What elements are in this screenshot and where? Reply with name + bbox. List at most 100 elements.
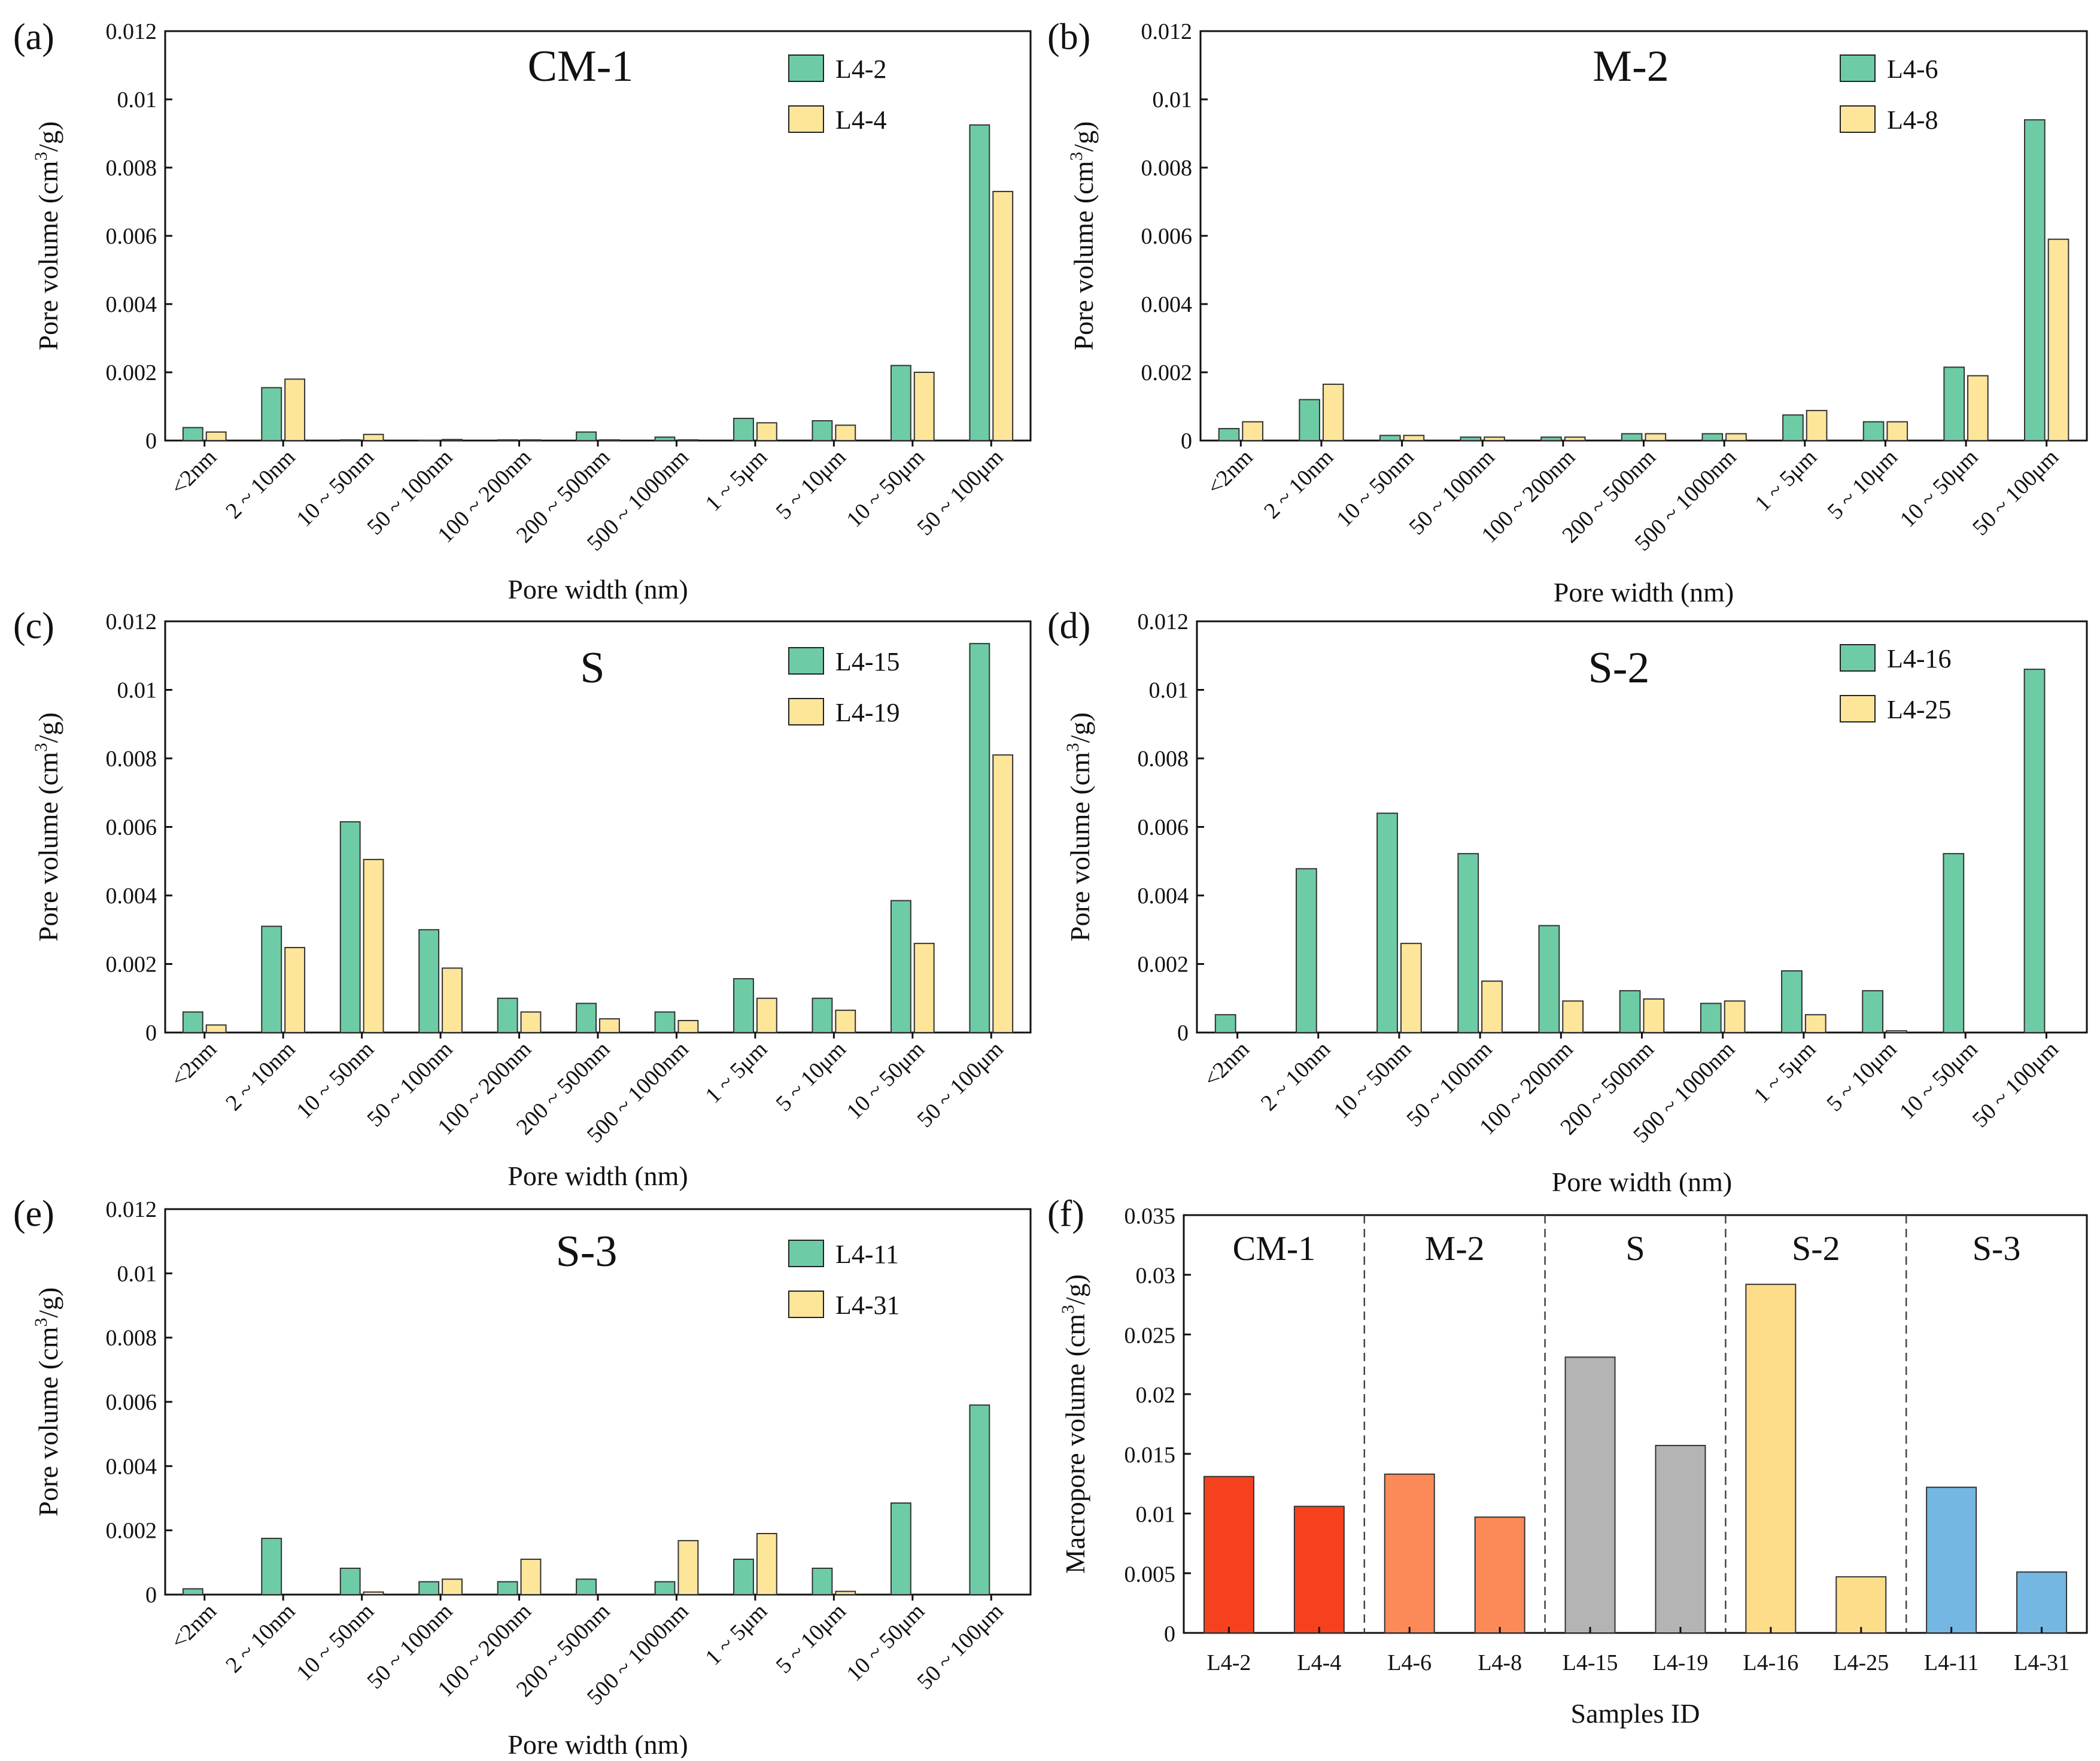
bar-L4-16 xyxy=(1376,812,1398,1033)
bar-L4-15 xyxy=(733,978,754,1034)
bar-L4-4 xyxy=(756,422,777,441)
chart-title: S-3 xyxy=(556,1227,618,1276)
y-tick-label: 0.006 xyxy=(106,224,157,249)
legend-swatch xyxy=(788,1240,824,1267)
y-tick-label: 0 xyxy=(1164,1622,1175,1647)
bar-L4-15 xyxy=(261,925,282,1034)
y-axis-label: Macropore volume (cm3/g) xyxy=(1058,1274,1090,1574)
bar-L4-2 xyxy=(812,420,833,442)
bar-L4-6 xyxy=(1218,428,1240,441)
bar-L4-11 xyxy=(182,1588,203,1596)
bar-L4-25 xyxy=(1724,1000,1746,1033)
bar-L4-6 xyxy=(1540,436,1562,441)
bar-L4-2 xyxy=(261,387,282,442)
group-label: M-2 xyxy=(1425,1229,1485,1268)
bar-L4-6 xyxy=(1943,366,1965,442)
chart-title: CM-1 xyxy=(528,42,634,91)
chart-panel-a: 0 0.002 0.004 0.006 0.008 0.01 0.012 <2nm 2 ~ 10… xyxy=(13,17,1032,605)
bar-L4-6 xyxy=(1621,433,1643,441)
bar-L4-8 xyxy=(1403,435,1425,442)
chart-panel-d: 0 0.002 0.004 0.006 0.008 0.01 0.012 <2nm 2 ~ 10… xyxy=(1047,606,2088,1197)
bar-L4-6 xyxy=(2024,119,2046,441)
bar-L4-2 xyxy=(733,417,754,442)
x-tick-label: 2 ~ 10nm xyxy=(221,1037,300,1116)
y-axis-label: Pore volume (cm3/g) xyxy=(31,712,63,942)
x-tick-label: 10 ~ 50nm xyxy=(1329,1037,1417,1124)
bar-L4-2 xyxy=(182,427,203,442)
bar-L4-6 xyxy=(1460,436,1482,441)
legend-label: L4-16 xyxy=(1887,644,1952,673)
bar-L4-4 xyxy=(599,439,620,441)
x-tick-label: L4-15 xyxy=(1563,1650,1618,1675)
x-tick-label: 1 ~ 5μm xyxy=(700,445,772,517)
bar-L4-15 xyxy=(576,1003,597,1034)
x-tick-label: <2nm xyxy=(1202,445,1258,500)
bar-L4-31 xyxy=(756,1533,777,1596)
y-tick-label: 0.002 xyxy=(1141,360,1193,385)
bar-L4-15 xyxy=(1564,1356,1616,1634)
chart-title: S xyxy=(580,643,604,693)
bar-L4-2 xyxy=(1203,1475,1254,1634)
bar-L4-11 xyxy=(576,1578,597,1595)
bar-L4-25 xyxy=(1400,943,1422,1034)
y-tick-label: 0.012 xyxy=(106,1197,157,1222)
bar-L4-19 xyxy=(913,943,935,1034)
legend-label: L4-25 xyxy=(1887,695,1952,724)
bar-L4-2 xyxy=(969,124,990,441)
panel-label: (f) xyxy=(1047,1194,1084,1234)
bar-L4-16 xyxy=(1538,925,1560,1033)
bar-L4-19 xyxy=(835,1009,856,1033)
y-tick-label: 0.012 xyxy=(106,609,157,634)
bar-L4-19 xyxy=(442,967,463,1033)
y-tick-label: 0.035 xyxy=(1125,1204,1176,1229)
legend-swatch xyxy=(788,54,824,82)
y-axis-label: Pore volume (cm3/g) xyxy=(1066,122,1099,351)
panel-label: (d) xyxy=(1047,606,1090,646)
bar-L4-19 xyxy=(1655,1444,1706,1634)
y-tick-label: 0.004 xyxy=(106,883,157,909)
x-tick-label: 1 ~ 5μm xyxy=(1750,445,1822,517)
y-tick-label: 0.006 xyxy=(1141,224,1193,249)
plot-frame xyxy=(1183,1214,2088,1634)
bar-L4-16 xyxy=(1619,990,1641,1034)
x-tick-label: L4-19 xyxy=(1653,1650,1709,1675)
group-label: S-3 xyxy=(1973,1229,2021,1268)
legend-label: L4-15 xyxy=(835,647,900,676)
x-tick-label: 1 ~ 5μm xyxy=(700,1037,772,1109)
bar-L4-8 xyxy=(1886,421,1908,442)
panel-label: (b) xyxy=(1047,17,1090,57)
bar-L4-2 xyxy=(339,439,361,441)
y-tick-label: 0.01 xyxy=(117,1261,157,1286)
x-tick-label: 50 ~ 100μm xyxy=(912,1599,1008,1695)
legend-label: L4-8 xyxy=(1887,105,1938,135)
bar-L4-11 xyxy=(497,1581,518,1596)
bar-L4-16 xyxy=(1943,853,1965,1034)
chart-panel-f: 0 0.005 0.01 0.015 0.02 0.025 0.03 0.035 L4-2 L4-… xyxy=(1047,1194,2088,1729)
bar-L4-11 xyxy=(733,1558,754,1595)
chart-title: M-2 xyxy=(1593,42,1669,91)
bar-L4-15 xyxy=(497,997,518,1033)
y-tick-label: 0.03 xyxy=(1136,1264,1176,1289)
bar-L4-15 xyxy=(418,929,440,1033)
bar-L4-15 xyxy=(182,1011,203,1034)
bar-L4-2 xyxy=(576,431,597,441)
bar-L4-11 xyxy=(339,1567,361,1596)
bar-L4-16 xyxy=(1781,970,1803,1033)
bar-L4-25 xyxy=(1886,1030,1907,1033)
x-axis-label: Samples ID xyxy=(1571,1698,1700,1729)
y-tick-label: 0.002 xyxy=(1138,952,1189,977)
x-tick-label: 5 ~ 10μm xyxy=(771,445,850,524)
y-tick-label: 0.008 xyxy=(106,746,157,772)
y-tick-label: 0.006 xyxy=(106,815,157,840)
bar-L4-16 xyxy=(1700,1003,1722,1034)
bar-L4-4 xyxy=(520,439,542,441)
y-tick-label: 0.01 xyxy=(1153,87,1193,113)
y-tick-label: 0.02 xyxy=(1136,1383,1176,1408)
y-tick-label: 0.004 xyxy=(1141,292,1193,317)
bar-L4-31 xyxy=(2016,1571,2068,1634)
bar-L4-31 xyxy=(835,1590,856,1595)
y-tick-label: 0.002 xyxy=(106,1519,157,1544)
y-tick-label: 0.008 xyxy=(1141,156,1193,181)
bar-L4-8 xyxy=(1484,436,1505,441)
